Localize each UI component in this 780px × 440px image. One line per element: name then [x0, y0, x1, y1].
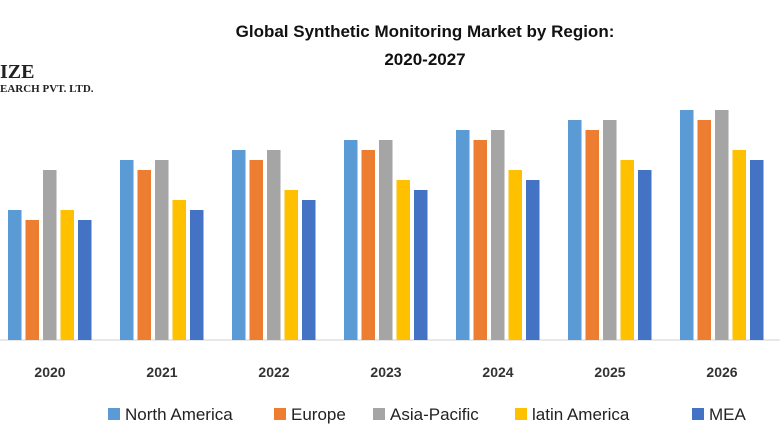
x-tick-label: 2024 — [482, 364, 513, 380]
bar-2025-north-america — [568, 120, 582, 340]
subtitle-line: 2020-2027 — [384, 50, 466, 69]
bar-2022-north-america — [232, 150, 246, 340]
bar-2023-mea — [414, 190, 428, 340]
bar-2021-mea — [190, 210, 204, 340]
legend-swatch — [692, 408, 704, 420]
bar-2025-mea — [638, 170, 652, 340]
bar-2022-asia-pacific — [267, 150, 281, 340]
bar-2020-north-america — [8, 210, 22, 340]
bar-2024-mea — [526, 180, 540, 340]
bar-2026-mea — [750, 160, 764, 340]
bar-2022-mea — [302, 200, 316, 340]
bar-2020-latin-america — [60, 210, 74, 340]
bar-2023-europe — [361, 150, 375, 340]
bar-2022-europe — [249, 160, 263, 340]
x-tick-label: 2023 — [370, 364, 401, 380]
logo: IZE EARCH PVT. LTD. — [0, 62, 94, 96]
legend-swatch — [373, 408, 385, 420]
legend-label: Asia-Pacific — [390, 405, 479, 424]
legend-label: MEA — [709, 405, 747, 424]
bar-2023-latin-america — [396, 180, 410, 340]
bar-2024-north-america — [456, 130, 470, 340]
legend-label: latin America — [532, 405, 630, 424]
bar-2021-asia-pacific — [155, 160, 169, 340]
x-tick-label: 2021 — [146, 364, 177, 380]
logo-line1: IZE — [0, 61, 35, 83]
x-tick-label: 2025 — [594, 364, 625, 380]
bar-2021-north-america — [120, 160, 134, 340]
x-tick-label: 2022 — [258, 364, 289, 380]
legend-label: Europe — [291, 405, 346, 424]
bar-2026-north-america — [680, 110, 694, 340]
bar-2026-asia-pacific — [715, 110, 729, 340]
x-tick-label: 2020 — [34, 364, 65, 380]
legend-swatch — [515, 408, 527, 420]
bar-2026-latin-america — [732, 150, 746, 340]
x-tick-label: 2026 — [706, 364, 737, 380]
bar-2026-europe — [697, 120, 711, 340]
legend-swatch — [274, 408, 286, 420]
logo-line2: EARCH PVT. LTD. — [0, 83, 94, 95]
bar-2022-latin-america — [284, 190, 298, 340]
chart-title: Global Synthetic Monitoring Market by Re… — [200, 18, 650, 74]
title-line: Global Synthetic Monitoring Market by Re… — [235, 22, 615, 41]
bar-2021-europe — [137, 170, 151, 340]
bar-2023-north-america — [344, 140, 358, 340]
legend-label: North America — [125, 405, 233, 424]
bar-2020-europe — [25, 220, 39, 340]
bar-2024-europe — [473, 140, 487, 340]
bar-2025-latin-america — [620, 160, 634, 340]
bar-2025-asia-pacific — [603, 120, 617, 340]
bar-2023-asia-pacific — [379, 140, 393, 340]
bar-2020-mea — [78, 220, 92, 340]
legend-swatch — [108, 408, 120, 420]
bar-2021-latin-america — [172, 200, 186, 340]
bar-2024-latin-america — [508, 170, 522, 340]
bar-2020-asia-pacific — [43, 170, 57, 340]
bar-2024-asia-pacific — [491, 130, 505, 340]
bar-2025-europe — [585, 130, 599, 340]
